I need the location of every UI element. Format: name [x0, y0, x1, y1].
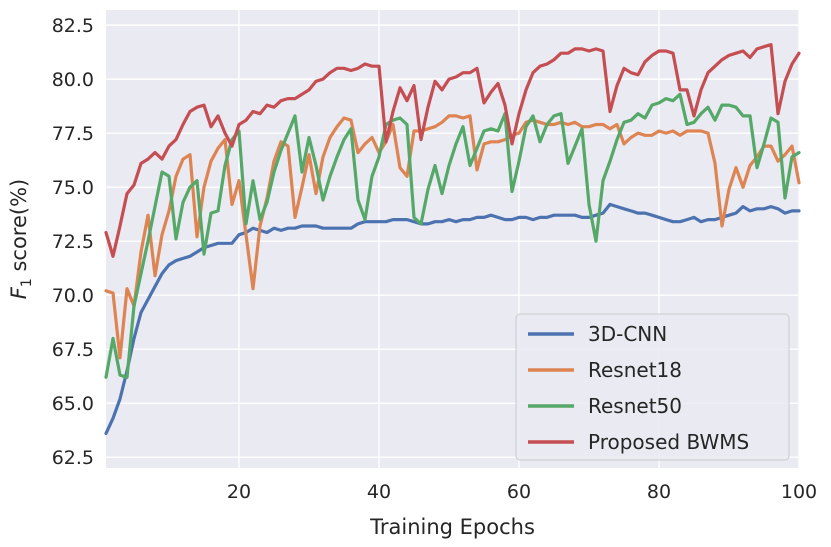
x-tick-label: 20 [227, 481, 251, 503]
x-tick-label: 80 [647, 481, 671, 503]
series-line-resnet18 [104, 114, 801, 360]
x-tick-label: 60 [507, 481, 531, 503]
series-line-proposed-bwms [104, 42, 801, 258]
y-axis-label-suffix: score(%) [7, 179, 31, 278]
legend-label-3d-cnn: 3D-CNN [588, 322, 667, 346]
y-tick-label: 67.5 [52, 339, 94, 361]
y-axis-label-prefix: F [7, 286, 31, 299]
series-line-resnet50 [104, 92, 801, 379]
x-tick-label: 100 [781, 481, 817, 503]
y-tick-label: 82.5 [52, 15, 94, 37]
series-lines [104, 42, 801, 435]
grid-lines [106, 10, 800, 468]
y-axis-label-subscript: 1 [19, 278, 35, 287]
legend-box [515, 313, 790, 461]
y-tick-label: 80.0 [52, 69, 94, 91]
y-tick-label: 72.5 [52, 231, 94, 253]
x-tick-label: 40 [367, 481, 391, 503]
x-tick-labels: 20 40 60 80 100 [227, 481, 817, 503]
legend-label-resnet50: Resnet50 [588, 394, 682, 418]
legend: 3D-CNN Resnet18 Resnet50 Proposed BWMS [515, 313, 790, 461]
x-axis-label: Training Epochs [369, 515, 535, 539]
y-tick-label: 65.0 [52, 393, 94, 415]
y-tick-label: 70.0 [52, 285, 94, 307]
legend-label-resnet18: Resnet18 [588, 358, 682, 382]
y-tick-label: 62.5 [52, 447, 94, 469]
series-line-3d-cnn [104, 202, 801, 435]
legend-label-proposed-bwms: Proposed BWMS [588, 430, 749, 454]
y-tick-labels: 62.5 65.0 67.5 70.0 72.5 75.0 77.5 80.0 82.5 [52, 15, 94, 469]
y-axis-label: F1 score(%) [7, 179, 35, 299]
y-tick-label: 75.0 [52, 177, 94, 199]
y-tick-label: 77.5 [52, 123, 94, 145]
